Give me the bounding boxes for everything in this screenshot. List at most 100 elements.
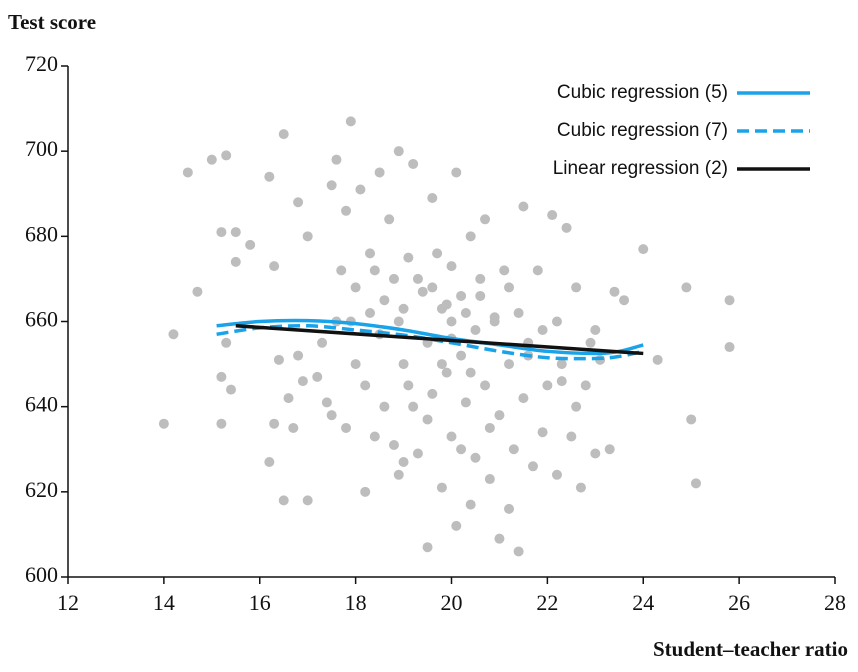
data-point (379, 295, 390, 306)
data-point (681, 282, 692, 293)
data-point (326, 410, 337, 421)
data-point (336, 265, 347, 276)
x-tick-label: 14 (153, 590, 175, 615)
data-point (398, 457, 409, 468)
data-point (561, 222, 572, 233)
y-tick-label: 600 (25, 562, 58, 587)
data-point (518, 201, 529, 212)
data-point (690, 478, 701, 489)
data-point (398, 303, 409, 314)
data-point (551, 469, 562, 480)
data-point (278, 129, 289, 140)
data-point (182, 167, 193, 178)
legend-label: Cubic regression (5) (557, 82, 728, 103)
data-point (475, 273, 486, 284)
data-point (489, 312, 500, 323)
data-point (422, 414, 433, 425)
data-point (379, 401, 390, 412)
data-point (527, 461, 538, 472)
y-tick-label: 660 (25, 307, 58, 332)
data-point (551, 316, 562, 327)
data-point (221, 337, 232, 348)
x-tick-label: 18 (345, 590, 367, 615)
data-point (580, 380, 591, 391)
x-tick-label: 12 (57, 590, 79, 615)
data-point (403, 380, 414, 391)
data-point (638, 244, 649, 255)
data-point (388, 439, 399, 450)
data-point (326, 180, 337, 191)
data-point (278, 495, 289, 506)
data-point (355, 184, 366, 195)
data-point (556, 376, 567, 387)
x-tick-label: 16 (249, 590, 271, 615)
data-point (446, 261, 457, 272)
data-point (273, 354, 284, 365)
data-point (446, 431, 457, 442)
data-point (365, 307, 376, 318)
data-point (436, 359, 447, 370)
data-point (518, 393, 529, 404)
data-point (652, 354, 663, 365)
data-point (575, 482, 586, 493)
data-point (216, 227, 227, 238)
data-point (283, 393, 294, 404)
x-tick-label: 26 (728, 590, 750, 615)
data-point (293, 350, 304, 361)
data-point (585, 337, 596, 348)
data-point (475, 290, 486, 301)
data-point (398, 359, 409, 370)
data-point (432, 248, 443, 259)
data-point (484, 422, 495, 433)
regression-line (235, 324, 644, 356)
data-point (412, 273, 423, 284)
data-point (264, 171, 275, 182)
data-point (288, 422, 299, 433)
data-point (317, 337, 328, 348)
data-point (532, 265, 543, 276)
data-point (360, 486, 371, 497)
data-point (499, 265, 510, 276)
data-point (408, 158, 419, 169)
legend-label: Cubic regression (7) (557, 120, 728, 141)
data-point (341, 422, 352, 433)
data-point (556, 359, 567, 370)
data-point (441, 367, 452, 378)
data-point (484, 474, 495, 485)
data-point (590, 448, 601, 459)
data-point (604, 444, 615, 455)
data-point (566, 431, 577, 442)
data-point (724, 342, 735, 353)
data-point (422, 542, 433, 553)
data-point (374, 167, 385, 178)
data-point (537, 325, 548, 336)
data-point (480, 214, 491, 225)
data-point (513, 307, 524, 318)
x-tick-label: 22 (536, 590, 558, 615)
data-point (465, 231, 476, 242)
data-point (465, 499, 476, 510)
x-tick-label: 24 (632, 590, 654, 615)
data-point (269, 418, 280, 429)
x-axis-title: Student–teacher ratio (653, 637, 848, 661)
data-point (504, 503, 515, 514)
data-point (216, 418, 227, 429)
data-point (245, 239, 256, 250)
data-point (686, 414, 697, 425)
data-point (494, 410, 505, 421)
data-point (350, 359, 361, 370)
data-point (427, 193, 438, 204)
data-point (297, 376, 308, 387)
data-point (302, 231, 313, 242)
data-point (360, 380, 371, 391)
y-tick-label: 620 (25, 477, 58, 502)
data-point (542, 380, 553, 391)
data-point (513, 546, 524, 557)
data-point (427, 282, 438, 293)
data-point (408, 401, 419, 412)
data-point (369, 265, 380, 276)
data-point (216, 371, 227, 382)
y-tick-label: 680 (25, 221, 58, 246)
data-point (221, 150, 232, 161)
